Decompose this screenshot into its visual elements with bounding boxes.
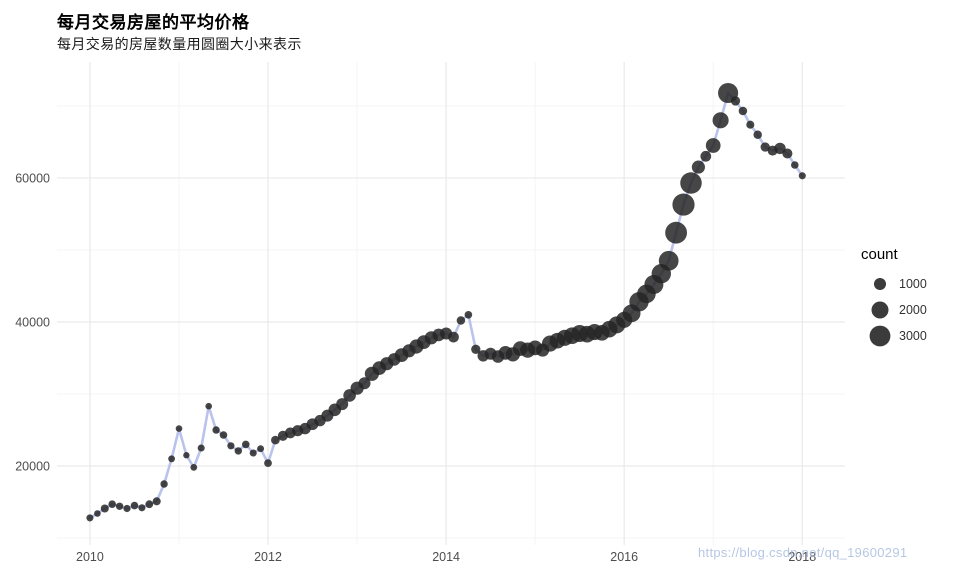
data-point [774,142,786,155]
x-tick-label: 2012 [254,550,282,564]
data-point [746,120,755,129]
legend: count 1000 2000 3000 [855,246,959,349]
legend-size-circle [867,323,893,349]
data-point [257,445,265,453]
data-point [108,500,116,509]
data-point [168,455,176,463]
data-point [130,501,139,510]
data-point [234,447,242,455]
legend-item: 3000 [855,323,959,349]
chart-title: 每月交易房屋的平均价格 [57,13,250,32]
data-point [123,504,131,513]
data-point [730,96,741,106]
data-point [680,172,702,194]
data-point [138,504,146,512]
data-point [705,138,721,153]
x-tick-label: 2016 [610,550,638,564]
y-tick-label: 60000 [15,171,50,185]
legend-item: 1000 [855,271,959,297]
data-point [160,480,168,488]
data-point [212,426,220,434]
data-point [336,398,349,411]
x-tick-label: 2018 [788,550,816,564]
data-point [219,431,228,439]
data-point [448,331,459,343]
data-point [358,377,371,390]
x-tick-label: 2014 [432,550,460,564]
data-point [249,449,257,457]
data-point [753,130,762,139]
data-point [115,502,124,510]
data-point [190,464,198,471]
data-point [760,142,770,152]
data-point [227,442,235,450]
legend-item-label: 1000 [899,277,927,291]
legend-item: 2000 [855,297,959,323]
data-point [271,435,280,445]
data-point [798,172,806,180]
data-point [738,106,748,116]
data-point [86,514,94,522]
legend-size-circle [867,271,893,297]
data-point [658,250,679,271]
data-point [672,193,695,216]
data-point [175,425,183,432]
data-point [712,112,729,129]
legend-item-label: 2000 [899,303,927,317]
legend-items: 1000 2000 3000 [855,271,959,349]
data-point [100,504,109,513]
data-point [691,160,705,174]
data-point [791,161,799,169]
data-point [145,500,154,509]
y-tick-label: 40000 [15,315,50,329]
x-tick-label: 2010 [76,550,104,564]
data-point [464,311,473,319]
legend-title: count [861,246,898,263]
data-point [205,402,212,410]
data-point [665,221,688,244]
y-tick-label: 20000 [15,460,50,474]
legend-size-circle [867,297,893,323]
data-point [264,459,272,467]
data-point [782,148,793,159]
data-point [242,440,250,449]
data-point [183,452,190,459]
data-point [197,444,205,452]
data-point [94,510,101,517]
chart-subtitle: 每月交易的房屋数量用圆圈大小来表示 [57,36,302,52]
data-point [152,497,161,506]
data-point [456,316,466,325]
legend-item-label: 3000 [899,329,927,343]
watermark: https://blog.csdn.net/qq_19600291 [698,545,908,560]
data-point [700,150,712,162]
data-point [471,344,481,354]
